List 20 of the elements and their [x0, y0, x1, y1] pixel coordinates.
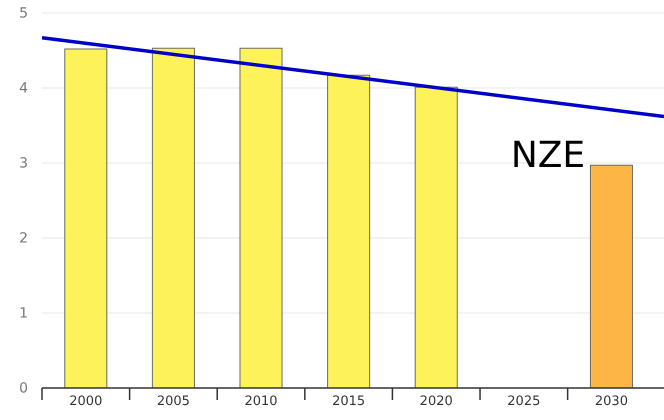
y-tick-label: 1	[19, 305, 28, 322]
x-tick-label: 2000	[69, 394, 102, 410]
x-tick-label: 2030	[594, 394, 628, 410]
bar	[152, 48, 195, 388]
x-tick-label: 2005	[156, 394, 190, 410]
annotation: NZE	[510, 134, 586, 176]
x-tick-label: 2020	[420, 394, 453, 410]
y-tick-label: 2	[19, 230, 28, 246]
x-tick-label: 2010	[244, 394, 278, 410]
y-tick-label: 0	[19, 380, 28, 396]
y-tick-label: 4	[19, 80, 28, 96]
bar	[414, 86, 458, 388]
bar	[590, 164, 633, 388]
y-tick-label: 5	[19, 5, 28, 22]
y-tick-label: 3	[19, 155, 28, 172]
bar	[327, 74, 370, 388]
x-tick-label: 2015	[332, 394, 366, 410]
bar	[239, 48, 283, 388]
bar	[64, 48, 108, 388]
x-tick-label: 2025	[507, 394, 540, 410]
